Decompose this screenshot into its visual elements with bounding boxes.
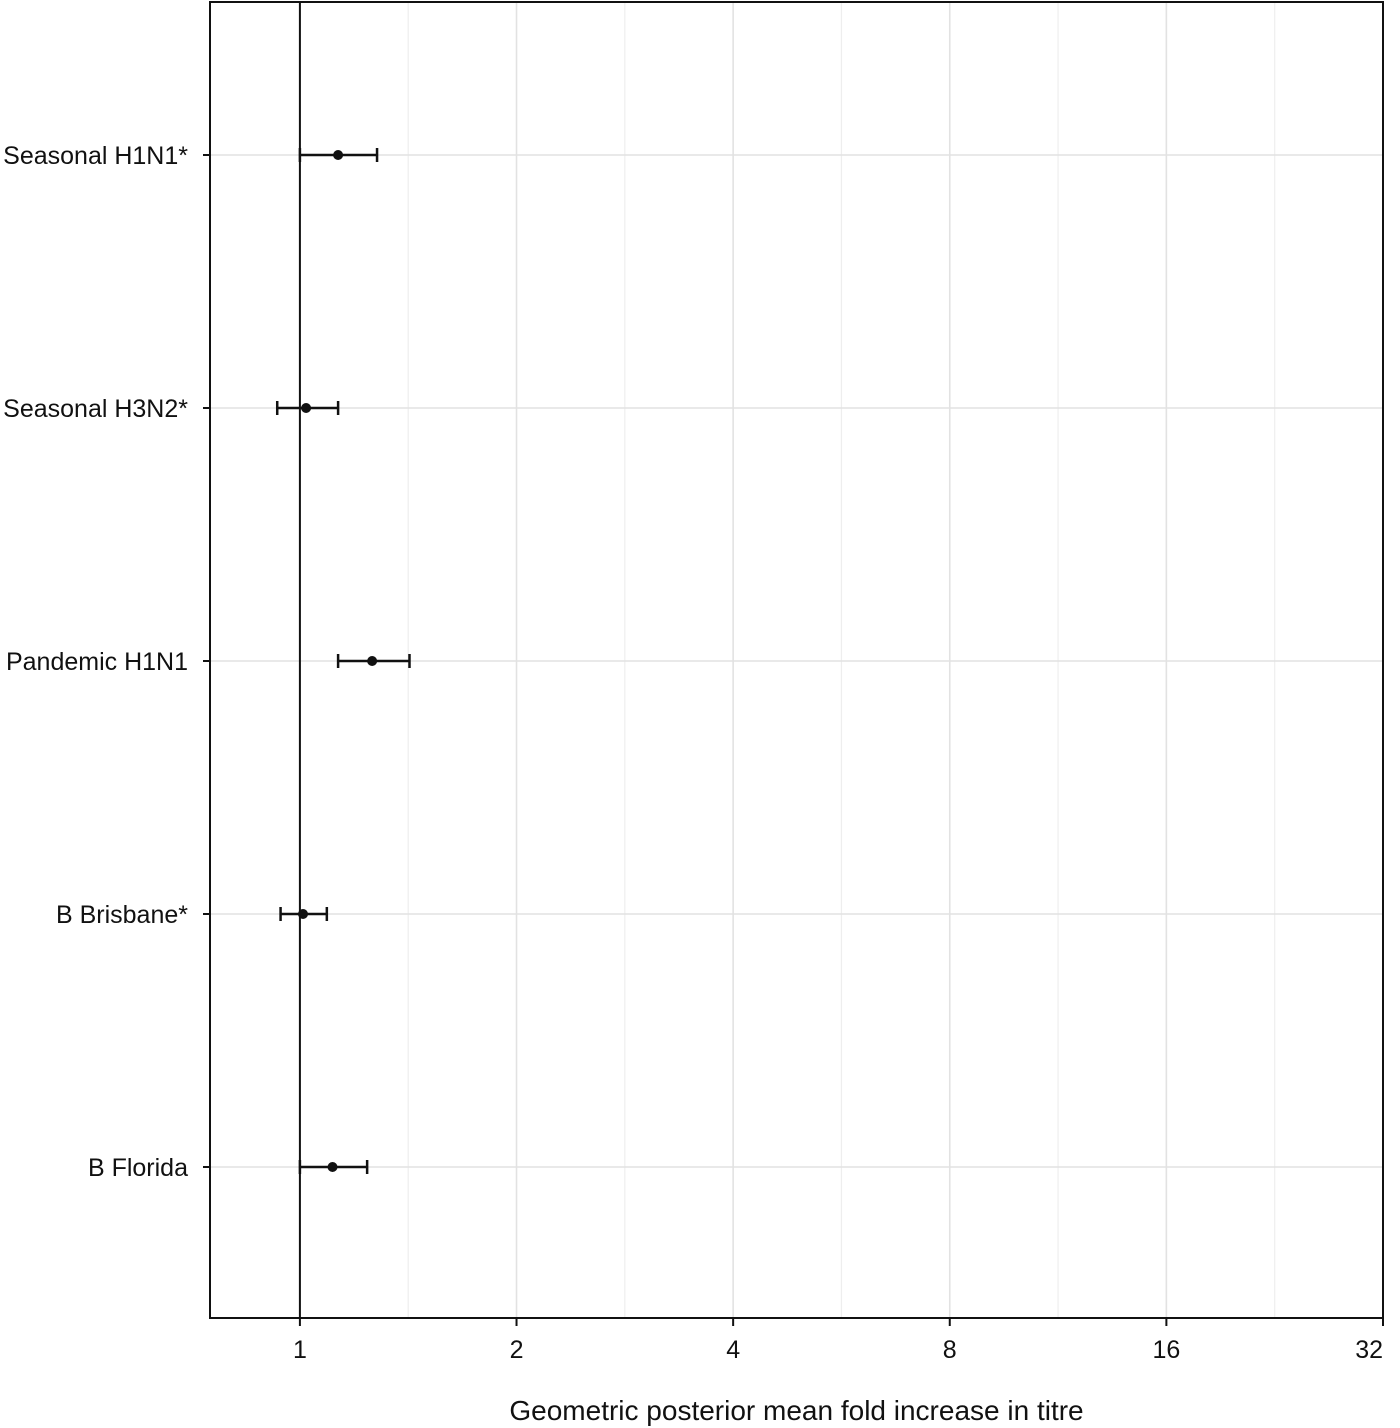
point-estimates [298, 150, 378, 1172]
point-estimate [333, 150, 344, 160]
x-tick-label: 4 [726, 1336, 740, 1364]
x-axis-title: Geometric posterior mean fold increase i… [509, 1395, 1083, 1426]
point-estimate [327, 1162, 338, 1172]
y-tick-label: Seasonal H1N1* [3, 142, 188, 170]
y-tick-label: B Brisbane* [56, 901, 188, 929]
x-axis: 1 2 4 8 16 32 [293, 1318, 1384, 1364]
x-tick-label: 1 [293, 1336, 307, 1364]
x-tick-label: 32 [1355, 1336, 1383, 1364]
point-estimate [367, 656, 378, 666]
point-estimate [301, 403, 312, 413]
y-axis: Seasonal H1N1* Seasonal H3N2* Pandemic H1N… [3, 142, 210, 1182]
y-tick-label: Pandemic H1N1 [6, 648, 188, 676]
x-tick-label: 2 [510, 1336, 524, 1364]
y-tick-label: Seasonal H3N2* [3, 395, 188, 423]
x-tick-label: 8 [943, 1336, 957, 1364]
y-tick-label: B Florida [88, 1154, 188, 1182]
x-tick-label: 16 [1152, 1336, 1180, 1364]
minor-gridlines [407, 2, 1276, 1318]
point-estimate [298, 909, 309, 919]
